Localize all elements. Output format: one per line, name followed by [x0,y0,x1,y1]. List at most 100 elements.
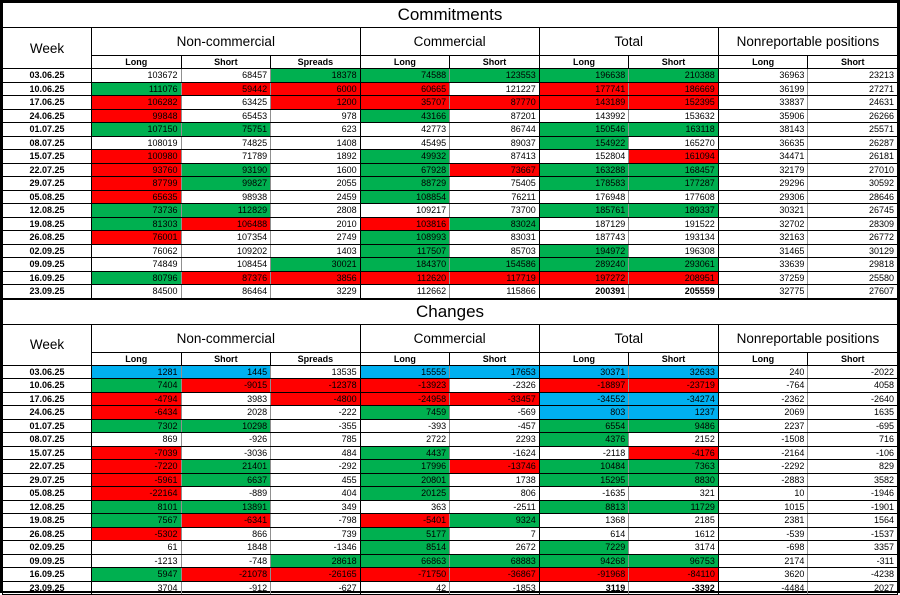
value-cell: 30129 [808,244,898,258]
value-cell: 32179 [718,163,808,177]
value-cell: 108454 [181,258,271,272]
value-cell: 73700 [450,204,540,218]
value-cell: -18897 [539,379,629,393]
week-cell: 02.09.25 [3,541,92,555]
value-cell: 2808 [271,204,361,218]
value-cell: 163118 [629,123,719,137]
col-header-commercial-short: Short [450,56,540,69]
value-cell: -4484 [718,581,808,595]
value-cell: 45495 [360,136,450,150]
group-header-total: Total [539,324,718,352]
value-cell: 17996 [360,460,450,474]
week-cell: 29.07.25 [3,473,92,487]
value-cell: 32633 [629,365,719,379]
value-cell: 111076 [92,82,182,96]
value-cell: -13746 [450,460,540,474]
value-cell: 65635 [92,190,182,204]
value-cell: 163288 [539,163,629,177]
value-cell: -4800 [271,392,361,406]
value-cell: 152395 [629,96,719,110]
value-cell: -798 [271,514,361,528]
value-cell: 108993 [360,231,450,245]
group-header-total: Total [539,28,718,56]
value-cell: -1508 [718,433,808,447]
value-cell: -2511 [450,500,540,514]
value-cell: 28646 [808,190,898,204]
value-cell: 210388 [629,69,719,83]
value-cell: 189337 [629,204,719,218]
value-cell: 6000 [271,82,361,96]
value-cell: 154586 [450,258,540,272]
value-cell: 196638 [539,69,629,83]
value-cell: 9486 [629,419,719,433]
week-cell: 22.07.25 [3,460,92,474]
value-cell: -1635 [539,487,629,501]
value-cell: -2292 [718,460,808,474]
value-cell: 1738 [450,473,540,487]
value-cell: -5401 [360,514,450,528]
value-cell: 75405 [450,177,540,191]
value-cell: 7229 [539,541,629,555]
week-cell: 12.08.25 [3,204,92,218]
value-cell: 1600 [271,163,361,177]
week-cell: 22.07.25 [3,163,92,177]
value-cell: 103672 [92,69,182,83]
value-cell: -695 [808,419,898,433]
value-cell: 17653 [450,365,540,379]
value-cell: 866 [181,527,271,541]
week-cell: 03.06.25 [3,365,92,379]
value-cell: -24958 [360,392,450,406]
group-header-non-commercial: Non-commercial [92,28,361,56]
week-cell: 16.09.25 [3,568,92,582]
value-cell: 76211 [450,190,540,204]
group-header-nonreportable-positions: Nonreportable positions [718,28,897,56]
value-cell: 2028 [181,406,271,420]
value-cell: 71789 [181,150,271,164]
value-cell: 29818 [808,258,898,272]
value-cell: 13535 [271,365,361,379]
value-cell: 99848 [92,109,182,123]
value-cell: 25580 [808,271,898,285]
value-cell: 86464 [181,285,271,299]
value-cell: 193134 [629,231,719,245]
value-cell: 208951 [629,271,719,285]
week-cell: 15.07.25 [3,446,92,460]
week-cell: 08.07.25 [3,136,92,150]
group-header-commercial: Commercial [360,28,539,56]
col-header-nonreportable-positions-short: Short [808,56,898,69]
value-cell: 89037 [450,136,540,150]
section-title-commitments: Commitments [3,3,898,28]
value-cell: 154922 [539,136,629,150]
value-cell: 7302 [92,419,182,433]
value-cell: 185761 [539,204,629,218]
value-cell: 61 [92,541,182,555]
value-cell: 117719 [450,271,540,285]
value-cell: 455 [271,473,361,487]
week-cell: 09.09.25 [3,554,92,568]
value-cell: 35707 [360,96,450,110]
value-cell: 8514 [360,541,450,555]
value-cell: 117507 [360,244,450,258]
value-cell: -34274 [629,392,719,406]
value-cell: 349 [271,500,361,514]
value-cell: 2293 [450,433,540,447]
value-cell: 28309 [808,217,898,231]
value-cell: 2672 [450,541,540,555]
value-cell: -1853 [450,581,540,595]
value-cell: 6637 [181,473,271,487]
value-cell: 83031 [450,231,540,245]
value-cell: 1281 [92,365,182,379]
value-cell: 6554 [539,419,629,433]
value-cell: 1848 [181,541,271,555]
